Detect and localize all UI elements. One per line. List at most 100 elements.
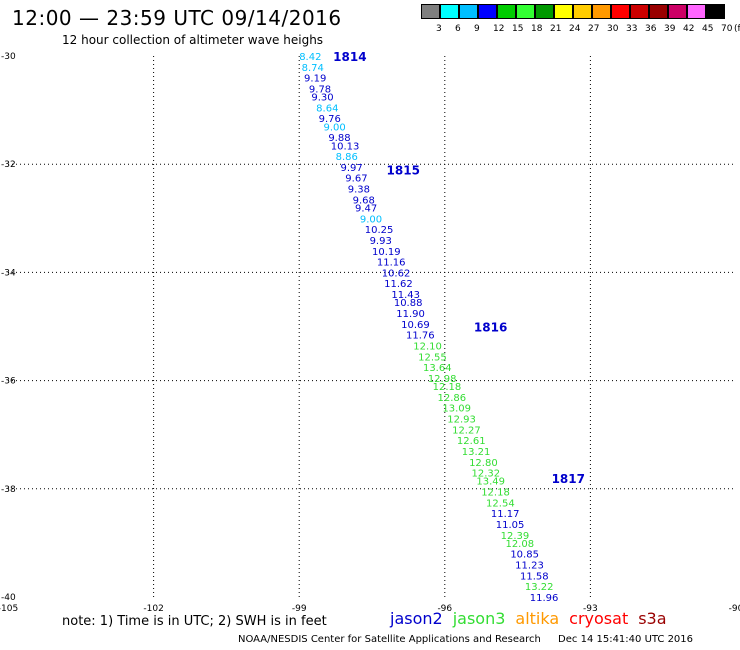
legend-swatch	[573, 4, 592, 19]
swh-value: 8.42	[299, 52, 321, 63]
swh-value: 12.18	[481, 488, 510, 499]
pass-number-label: 1817	[552, 472, 585, 486]
legend-label: 33	[626, 24, 638, 34]
swh-value: 9.76	[319, 114, 341, 125]
swh-value: 11.58	[520, 571, 549, 582]
legend-swatch	[630, 4, 649, 19]
swh-value: 12.86	[438, 393, 467, 404]
swh-value: 10.19	[372, 247, 401, 258]
lon-tick-label: -99	[292, 604, 307, 614]
swh-value: 13.09	[442, 404, 471, 415]
pass-number-label: 1815	[387, 164, 420, 178]
graticule	[8, 56, 736, 597]
legend-swatch	[478, 4, 497, 19]
legend-label: 3	[436, 24, 442, 34]
swh-value: 11.96	[530, 593, 559, 604]
swh-value: 12.18	[433, 382, 462, 393]
lon-tick-label: -93	[583, 604, 598, 614]
swh-value: 11.23	[515, 561, 544, 572]
satellite-jason3-label: jason3	[452, 609, 506, 628]
legend-swatch	[611, 4, 630, 19]
footer-agency: NOAA/NESDIS Center for Satellite Applica…	[238, 634, 541, 645]
pass-number-label: 1816	[474, 321, 507, 335]
footer: NOAA/NESDIS Center for Satellite Applica…	[238, 634, 693, 645]
swh-value: 13.22	[525, 582, 554, 593]
swh-value: 13.64	[423, 363, 452, 374]
swh-value: 10.88	[394, 298, 423, 309]
swh-value: 12.61	[457, 436, 486, 447]
swh-value: 9.68	[353, 195, 375, 206]
legend-swatch	[668, 4, 687, 19]
swh-value: 12.98	[428, 374, 457, 385]
swh-value: 9.00	[360, 214, 382, 225]
swh-value: 11.76	[406, 331, 435, 342]
satellite-key: jason2 jason3 altika cryosat s3a	[390, 609, 677, 628]
lat-tick-label: -38	[1, 485, 16, 495]
legend-label: 27	[588, 24, 600, 34]
swh-value: 9.97	[340, 163, 362, 174]
lat-tick-label: -36	[1, 377, 16, 387]
satellite-jason2-label: jason2	[390, 609, 443, 628]
swh-value: 11.43	[391, 290, 420, 301]
legend-label: 9	[474, 24, 480, 34]
legend-swatch	[592, 4, 611, 19]
lon-tick-label: -90	[729, 604, 740, 614]
satellite-s3a-label: s3a	[638, 609, 667, 628]
swh-value: 9.78	[309, 84, 331, 95]
swh-value: 10.13	[331, 141, 360, 152]
legend-swatch	[649, 4, 668, 19]
legend-label: 15	[512, 24, 524, 34]
swh-value: 11.90	[396, 309, 425, 320]
swh-value: 13.21	[462, 447, 491, 458]
swh-value: 9.30	[311, 93, 333, 104]
swh-value: 12.10	[413, 341, 442, 352]
swh-value: 11.16	[377, 258, 406, 269]
lon-tick-label: -102	[143, 604, 163, 614]
swh-value: 12.93	[447, 414, 476, 425]
swh-value: 12.27	[452, 425, 481, 436]
legend-label: 21	[550, 24, 562, 34]
legend-swatch	[497, 4, 516, 19]
page-subtitle: 12 hour collection of altimeter wave hei…	[62, 33, 324, 47]
swh-value: 12.55	[418, 352, 447, 363]
legend-swatch	[554, 4, 573, 19]
swh-value: 9.88	[328, 133, 350, 144]
swh-value: 10.25	[365, 225, 394, 236]
swh-value: 11.62	[384, 279, 413, 290]
page-title: 12:00 — 23:59 UTC 09/14/2016	[12, 6, 342, 30]
swh-value: 10.85	[510, 550, 539, 561]
pass-labels: 1814 1815 1816 1817	[333, 50, 585, 486]
legend-label: 24	[569, 24, 581, 34]
legend-swatch	[421, 4, 440, 19]
legend-label: 18	[531, 24, 543, 34]
swh-value: 12.80	[469, 458, 498, 469]
satellite-altika-label: altika	[515, 609, 560, 628]
lon-tick-label: -105	[0, 604, 18, 614]
legend-label: 36	[645, 24, 657, 34]
swh-value: 10.62	[382, 268, 411, 279]
swh-value: 11.17	[491, 509, 520, 520]
legend-label: 6	[455, 24, 461, 34]
legend-label: 70	[721, 24, 733, 34]
swh-value: 11.05	[496, 520, 525, 531]
swh-value: 12.39	[501, 531, 530, 542]
legend-label: 12	[493, 24, 505, 34]
axis-ticks: -105 -102 -99 -96 -93 -90 -30 -32 -34 -36 -38 -40	[0, 52, 740, 614]
lat-tick-label: -32	[1, 160, 16, 170]
swh-value: 9.38	[348, 185, 370, 196]
legend-label: 45	[702, 24, 714, 34]
pass-number-label: 1814	[333, 50, 366, 64]
swh-value: 8.74	[302, 63, 324, 74]
lat-tick-label: -30	[1, 52, 16, 62]
swh-value: 10.69	[401, 320, 430, 331]
legend-label: (ft)	[734, 24, 740, 34]
swh-value: 12.32	[471, 469, 500, 480]
lon-tick-label: -96	[437, 604, 452, 614]
swh-value: 9.67	[345, 174, 367, 185]
legend-label: 42	[683, 24, 695, 34]
swh-value: 12.54	[486, 498, 515, 509]
satellite-cryosat-label: cryosat	[569, 609, 629, 628]
legend-swatch	[516, 4, 535, 19]
legend-label: 39	[664, 24, 676, 34]
